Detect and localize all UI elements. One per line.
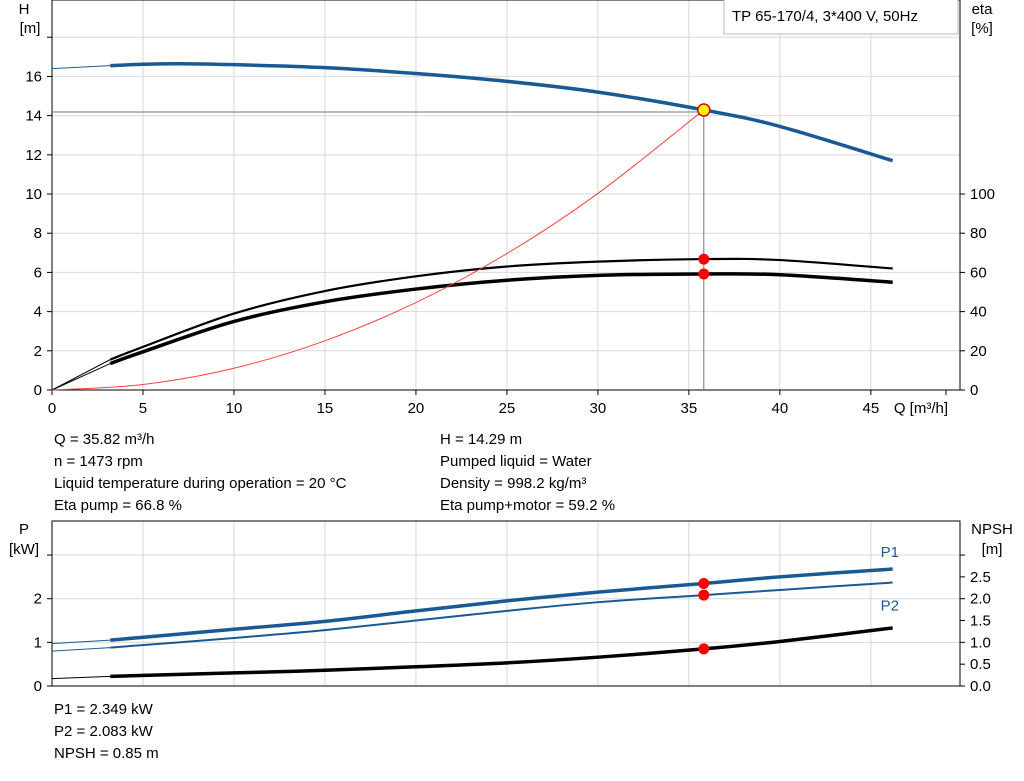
info-q: Q = 35.82 m³/h [54,431,155,448]
y-tick-label: 2 [34,343,42,360]
y2-tick-label: 0.5 [970,656,991,673]
x-tick-label: 20 [408,400,425,417]
y-axis-unit: [kW] [9,541,39,558]
duty-marker-eta-pump-motor [698,268,710,280]
y-tick-label: 12 [25,147,42,164]
curve-h-extension [51,65,111,70]
y-axis-label: P [19,521,29,538]
info-n: n = 1473 rpm [54,453,143,470]
info-eta-pump-motor: Eta pump+motor = 59.2 % [440,497,616,514]
info-eta-pump: Eta pump = 66.8 % [54,497,182,514]
y-tick-label: 16 [25,68,42,85]
info-top-right: H = 14.29 m Pumped liquid = Water Densit… [440,429,615,517]
info-h: H = 14.29 m [440,431,523,448]
curve-eta-pump-motor [109,272,893,366]
curve-p1-extension [51,639,111,645]
y-tick-label: 8 [34,225,42,242]
info-p2: P2 = 2.083 kW [54,723,153,740]
curve-p1 [110,567,893,642]
curve-eta-pump [109,257,893,361]
curve-eta-pump-extension [51,359,111,391]
y2-tick-label: 2.0 [970,591,991,608]
y-tick-label: 1 [34,634,42,651]
duty-marker-p2 [698,589,710,601]
curve-h [110,61,894,163]
y2-tick-label: 20 [970,343,987,360]
duty-marker-p1 [698,577,710,589]
y-tick-label: 4 [34,304,42,321]
y2-tick-label: 60 [970,264,987,281]
info-p1: P1 = 2.349 kW [54,701,153,718]
info-bottom: P1 = 2.349 kW P2 = 2.083 kW NPSH = 0.85 … [54,699,159,765]
y2-axis-label: eta [972,1,994,18]
y2-tick-label: 0 [970,382,978,399]
y2-tick-label: 1.5 [970,613,991,630]
info-temp: Liquid temperature during operation = 20… [54,475,347,492]
curve-label-p1: P1 [881,544,899,561]
x-tick-label: 15 [317,400,334,417]
curve-npsh [110,626,893,679]
y-tick-label: 6 [34,264,42,281]
y-tick-label: 10 [25,186,42,203]
curve-label-p2: P2 [881,598,899,615]
y2-tick-label: 2.5 [970,569,991,586]
x-tick-label: 45 [862,400,879,417]
x-tick-label: 25 [499,400,516,417]
duty-point-marker [697,103,711,117]
y-tick-label: 0 [34,382,42,399]
curve-p2-extension [51,647,111,652]
y-tick-label: 2 [34,591,42,608]
curve-p2 [110,581,893,649]
curve-npsh-extension [51,675,111,680]
info-npsh: NPSH = 0.85 m [54,745,159,762]
y2-axis-unit: [m] [982,541,1003,558]
y2-tick-label: 1.0 [970,634,991,651]
y-axis-label: H [19,1,30,18]
y2-tick-label: 100 [970,186,995,203]
x-tick-label: 30 [590,400,607,417]
curve-eta-pump-motor-extension [51,363,111,391]
y-axis-unit: [m] [20,20,41,37]
x-tick-label: 5 [139,400,147,417]
duty-marker-npsh [698,643,710,655]
info-liquid: Pumped liquid = Water [440,453,592,470]
chart-title: TP 65-170/4, 3*400 V, 50Hz [732,8,918,25]
plot-frame [51,0,961,391]
y2-axis-label: NPSH [971,521,1013,538]
y-tick-label: 14 [25,108,42,125]
y-tick-label: 0 [34,678,42,695]
title-box [723,0,959,35]
y2-tick-label: 40 [970,304,987,321]
x-tick-label: 40 [772,400,789,417]
x-tick-label: 0 [48,400,56,417]
curve-system-curve [51,109,705,391]
x-tick-label: 35 [681,400,698,417]
y2-tick-label: 0.0 [970,678,991,695]
x-tick-label: 10 [226,400,243,417]
info-density: Density = 998.2 kg/m³ [440,475,587,492]
y2-tick-label: 80 [970,225,987,242]
duty-marker-eta-pump [698,253,710,265]
plot-frame [51,520,961,687]
info-top-left: Q = 35.82 m³/h n = 1473 rpm Liquid tempe… [54,429,346,517]
x-axis-label: Q [m³/h] [894,400,948,417]
y2-axis-unit: [%] [971,20,993,37]
